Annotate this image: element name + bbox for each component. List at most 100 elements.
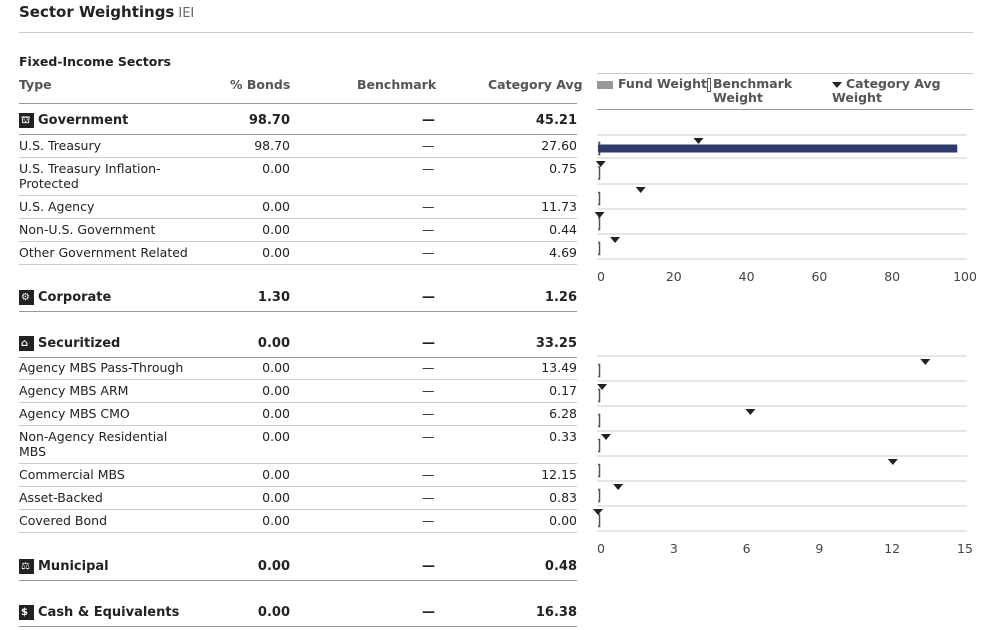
benchmark-marker <box>598 463 601 478</box>
x-tick-label: 80 <box>884 269 900 284</box>
legend-top-divider <box>597 73 973 74</box>
benchmark-marker <box>598 191 601 206</box>
row-benchmark: — <box>422 467 435 482</box>
fund-weight-bar <box>598 144 958 153</box>
legend-category: Category Avg Weight <box>832 76 941 105</box>
row-category: 6.28 <box>549 406 577 421</box>
category-avg-marker <box>745 409 756 415</box>
row-benchmark: — <box>422 161 435 176</box>
row-bonds: 0.00 <box>262 360 290 375</box>
row-category: 11.73 <box>541 199 577 214</box>
row-benchmark: — <box>422 199 435 214</box>
row-type: Non-U.S. Government <box>19 222 189 237</box>
corporate-icon: ⚙ <box>19 290 34 305</box>
row-category: 0.48 <box>544 559 577 574</box>
row-label: Agency MBS Pass-Through <box>19 360 184 375</box>
row-label: Asset-Backed <box>19 490 103 505</box>
row-category: 0.00 <box>549 513 577 528</box>
table-row: Agency MBS Pass-Through 0.00 — 13.49 <box>19 357 577 380</box>
row-benchmark: — <box>422 383 435 398</box>
category-avg-marker <box>597 384 608 390</box>
row-benchmark: — <box>422 406 435 421</box>
group-row: ⛫ Government 98.70 — 45.21 <box>19 110 577 135</box>
row-benchmark: — <box>422 245 435 260</box>
row-label: Corporate <box>38 290 112 305</box>
row-benchmark: — <box>422 222 435 237</box>
row-benchmark: — <box>422 290 435 305</box>
x-tick-label: 0 <box>597 541 605 556</box>
legend-fund: Fund Weight <box>618 76 707 91</box>
x-tick-label: 6 <box>743 541 751 556</box>
table-row: Other Government Related 0.00 — 4.69 <box>19 242 577 265</box>
row-benchmark: — <box>422 360 435 375</box>
benchmark-marker <box>598 513 601 528</box>
row-bonds: 0.00 <box>257 605 290 620</box>
x-tick-label: 100 <box>953 269 977 284</box>
row-label: Covered Bond <box>19 513 108 528</box>
row-type: Agency MBS ARM <box>19 383 189 398</box>
row-category: 0.75 <box>549 161 577 176</box>
row-category: 45.21 <box>535 113 577 128</box>
table-row: U.S. Agency 0.00 — 11.73 <box>19 196 577 219</box>
row-type: Non-Agency Residential MBS <box>19 429 189 459</box>
row-bonds: 1.30 <box>257 290 290 305</box>
benchmark-marker <box>598 388 601 403</box>
row-type: ⚙ Corporate <box>19 290 189 305</box>
x-tick-label: 0 <box>597 269 605 284</box>
row-bonds: 0.00 <box>262 429 290 444</box>
row-benchmark: — <box>422 513 435 528</box>
row-type: Commercial MBS <box>19 467 189 482</box>
benchmark-marker <box>598 241 601 256</box>
x-tick-label: 9 <box>815 541 823 556</box>
row-bonds: 0.00 <box>262 467 290 482</box>
row-type: Other Government Related <box>19 245 189 260</box>
category-avg-marker <box>601 434 612 440</box>
row-label: U.S. Treasury Inflation-Protected <box>19 161 161 191</box>
x-tick-label: 12 <box>884 541 900 556</box>
category-avg-marker <box>595 161 606 167</box>
row-label: Other Government Related <box>19 245 188 260</box>
row-benchmark: — <box>422 138 435 153</box>
category-avg-marker <box>920 359 931 365</box>
table-row: Covered Bond 0.00 — 0.00 <box>19 510 577 533</box>
row-category: 33.25 <box>535 336 577 351</box>
government-icon: ⛫ <box>19 113 34 128</box>
row-label: Non-Agency Residential MBS <box>19 429 168 459</box>
row-bonds: 0.00 <box>262 513 290 528</box>
col-header-category: Category Avg <box>488 77 583 92</box>
row-label: Securitized <box>38 336 121 351</box>
row-label: Municipal <box>38 559 109 574</box>
table-row: Agency MBS ARM 0.00 — 0.17 <box>19 380 577 403</box>
row-category: 27.60 <box>541 138 577 153</box>
benchmark-weight-swatch <box>707 78 711 92</box>
row-label: Cash & Equivalents <box>38 605 180 620</box>
row-bonds: 0.00 <box>257 336 290 351</box>
row-bonds: 0.00 <box>262 245 290 260</box>
table-row: Non-U.S. Government 0.00 — 0.44 <box>19 219 577 242</box>
row-bonds: 0.00 <box>262 222 290 237</box>
title-divider <box>19 32 973 33</box>
municipal-icon: ⚖ <box>19 559 34 574</box>
row-type: U.S. Agency <box>19 199 189 214</box>
row-benchmark: — <box>422 113 435 128</box>
x-tick-label: 40 <box>739 269 755 284</box>
group-row: ⚙ Corporate 1.30 — 1.26 <box>19 287 577 312</box>
row-category: 16.38 <box>535 605 577 620</box>
row-benchmark: — <box>422 336 435 351</box>
page-title: Sector Weightings IEI <box>19 3 195 21</box>
benchmark-marker <box>598 413 601 428</box>
row-label: Agency MBS ARM <box>19 383 129 398</box>
category-avg-marker <box>693 138 704 144</box>
row-category: 0.17 <box>549 383 577 398</box>
section-title: Fixed-Income Sectors <box>19 54 171 69</box>
legend-divider <box>597 109 973 110</box>
x-tick-label: 20 <box>666 269 682 284</box>
row-type: ⚖ Municipal <box>19 559 189 574</box>
x-tick-label: 15 <box>957 541 973 556</box>
table-row: Asset-Backed 0.00 — 0.83 <box>19 487 577 510</box>
row-bonds: 98.70 <box>254 138 290 153</box>
group-row: ⌂ Securitized 0.00 — 33.25 <box>19 333 577 358</box>
row-type: ⌂ Securitized <box>19 336 189 351</box>
row-category: 0.83 <box>549 490 577 505</box>
